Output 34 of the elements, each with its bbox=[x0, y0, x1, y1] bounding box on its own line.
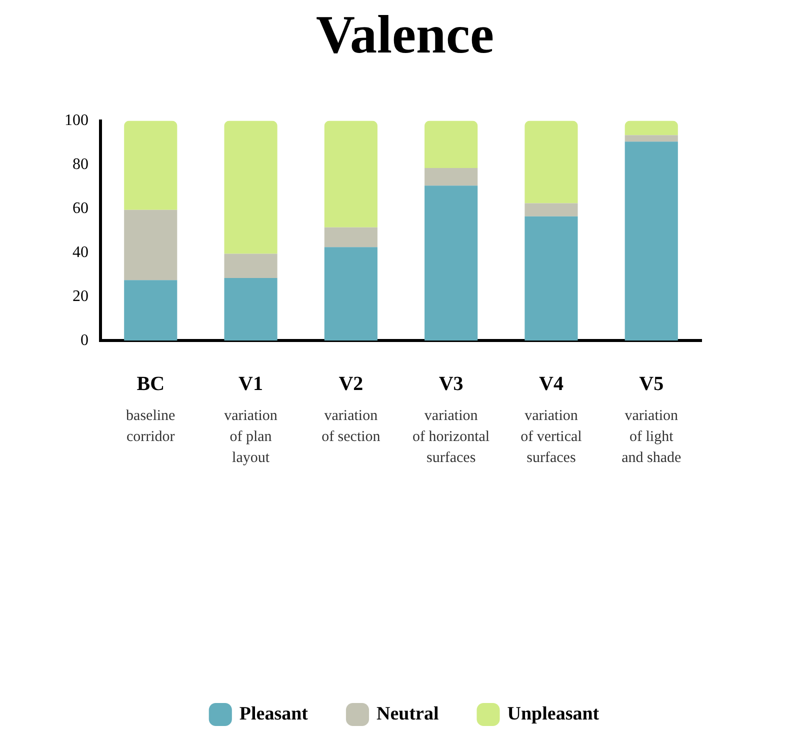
y-tick-label: 60 bbox=[72, 200, 89, 217]
legend-label: Neutral bbox=[376, 703, 439, 724]
bar bbox=[124, 280, 178, 341]
bar bbox=[224, 120, 278, 254]
bar bbox=[424, 120, 478, 168]
bar bbox=[324, 227, 378, 248]
y-tick-label: 80 bbox=[72, 156, 89, 173]
bar bbox=[624, 120, 678, 136]
bar bbox=[324, 120, 378, 228]
x-tick-label: V4 variation of vertical surfaces bbox=[520, 372, 582, 466]
legend-label: Pleasant bbox=[239, 703, 309, 724]
bar bbox=[324, 247, 378, 341]
bar bbox=[224, 254, 278, 278]
bar bbox=[124, 210, 178, 280]
y-tick-label: 100 bbox=[64, 112, 89, 130]
bar bbox=[524, 203, 578, 216]
y-tick-label: 20 bbox=[72, 288, 89, 305]
bar bbox=[624, 135, 678, 142]
bar bbox=[624, 142, 678, 341]
bar bbox=[524, 120, 578, 204]
x-tick-label: V2 variation of section bbox=[322, 372, 381, 446]
x-tick-label: BC baseline corridor bbox=[126, 372, 176, 446]
chart-title: Valence bbox=[316, 4, 494, 64]
legend-label: Unpleasant bbox=[507, 703, 600, 724]
x-tick-label: V3 variation of horizontal surfaces bbox=[412, 372, 490, 466]
y-tick-label: 40 bbox=[72, 244, 89, 261]
bar bbox=[524, 216, 578, 341]
bar bbox=[124, 120, 178, 210]
bar bbox=[224, 278, 278, 341]
y-tick-label: 0 bbox=[80, 332, 89, 349]
bar bbox=[424, 168, 478, 186]
x-tick-label: V1 variation of plan layout bbox=[224, 372, 278, 466]
x-tick-label: V5 variation of light and shade bbox=[622, 372, 682, 466]
bar bbox=[424, 186, 478, 341]
